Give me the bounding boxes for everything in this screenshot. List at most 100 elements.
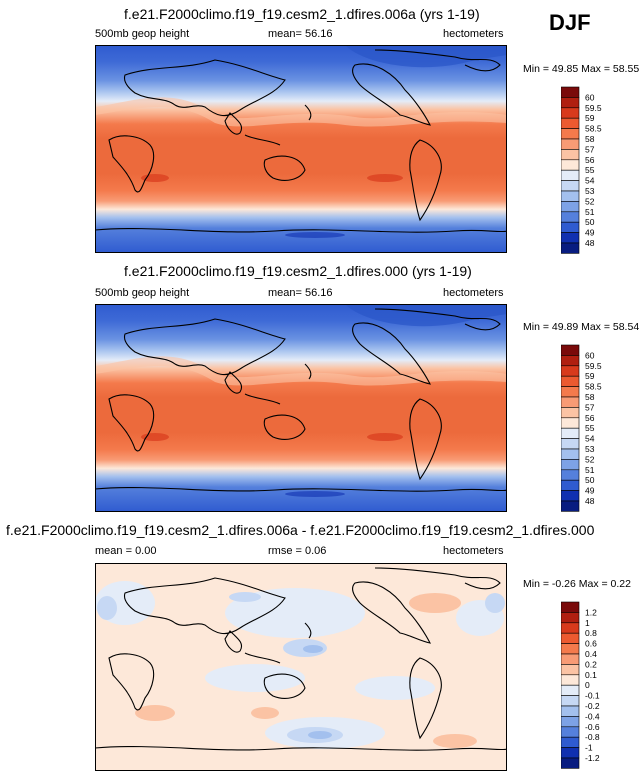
panel-1-colorbar-label: 51 — [585, 207, 595, 217]
panel-1-mean-value: 56.16 — [305, 28, 333, 40]
panel-3-colorbar-label: -0.6 — [585, 722, 600, 732]
panel-2-colorbar-swatch — [561, 365, 580, 377]
panel-1-minmax: Min = 49.85 Max = 58.55 — [523, 63, 640, 75]
panel-3-colorbar-swatch — [561, 632, 580, 644]
panel-2-colorbar-label: 58.5 — [585, 382, 602, 392]
panel-2-colorbar-label: 59 — [585, 371, 595, 381]
panel-1-colorbar-label: 55 — [585, 165, 595, 175]
panel-2-colorbar-swatch — [561, 375, 580, 387]
panel-3-colorbar-swatch — [561, 705, 580, 717]
panel-1-variable-label: 500mb geop height — [95, 28, 190, 40]
panel-2-colorbar-label: 55 — [585, 423, 595, 433]
season-label: DJF — [549, 10, 591, 35]
panel-1-map — [95, 45, 507, 253]
panel-1-colorbar-swatch — [561, 117, 580, 129]
panel-2-colorbar-swatch — [561, 448, 580, 460]
panel-1-contour-56 — [95, 97, 507, 127]
panel-1-colorbar-swatch — [561, 97, 580, 109]
panel-3-colorbar-swatch — [561, 736, 580, 748]
panel-1-frame — [95, 45, 507, 253]
panel-1-colorbar-label: 54 — [585, 176, 595, 186]
panel-2-colorbar-swatch — [561, 386, 580, 398]
panel-3-colorbar-label: -0.1 — [585, 691, 600, 701]
panel-1-colorbar-swatch — [561, 232, 580, 244]
panel-3-colorbar-swatch — [561, 726, 580, 738]
panel-1-colorbar-label: 49 — [585, 228, 595, 238]
panel-2-min-cell — [285, 491, 345, 497]
panel-1-colorbar-label: 52 — [585, 196, 595, 206]
panel-1-coastlines — [95, 49, 507, 233]
panel-3-title: f.e21.F2000climo.f19_f19.cesm2_1.dfires.… — [6, 522, 595, 538]
panel-2-frame — [95, 304, 507, 512]
panel-3-colorbar-label: 0.8 — [585, 628, 597, 638]
panel-3-pos-cell-4 — [433, 734, 477, 748]
panel-3-mean-label: mean = — [95, 545, 132, 557]
panel-3-colorbar-label: 1.2 — [585, 607, 597, 617]
panel-3-colorbar-swatch — [561, 601, 580, 613]
panel-1-colorbar-label: 59.5 — [585, 103, 602, 113]
panel-3-neg-cell-3 — [229, 592, 261, 602]
panel-2-mean-value: 56.16 — [305, 287, 333, 299]
panel-1-colorbar-label: 58.5 — [585, 124, 602, 134]
panel-3-colorbar-label: 0.2 — [585, 659, 597, 669]
panel-2-mean-label: mean= — [268, 287, 302, 299]
panel-1-colorbar-swatch — [561, 86, 580, 98]
panel-3-pos-cell-2 — [135, 705, 175, 721]
panel-2-colorbar-swatch — [561, 396, 580, 408]
panel-2-colorbar-swatch — [561, 427, 580, 439]
panel-3-neg-region-4 — [355, 676, 435, 700]
panel-3-colorbar-swatch — [561, 622, 580, 634]
panel-2-mean: mean= 56.16 — [268, 287, 333, 299]
panel-3-colorbar-label: 1 — [585, 618, 590, 628]
panel-2-colorbar-swatch — [561, 438, 580, 450]
panel-2-colorbar-label: 52 — [585, 454, 595, 464]
panel-3-rmse-value: 0.06 — [305, 545, 327, 557]
panel-3-pos-cell-3 — [251, 707, 279, 719]
panel-2-colorbar-label: 59.5 — [585, 361, 602, 371]
panel-1-colorbar-swatch — [561, 180, 580, 192]
panel-2-colorbar-swatch — [561, 344, 580, 356]
panel-1-mean: mean= 56.16 — [268, 28, 333, 40]
panel-2-colorbar-swatch — [561, 479, 580, 491]
panel-1-colorbar-swatch — [561, 221, 580, 233]
panel-3-colorbar-swatch — [561, 695, 580, 707]
panel-1-units: hectometers — [443, 28, 504, 40]
panel-3-colorbar-swatch — [561, 757, 580, 769]
panel-3-colorbar-label: -0.4 — [585, 711, 600, 721]
panel-2-colorbar-label: 54 — [585, 434, 595, 444]
panel-2-coastlines — [95, 308, 507, 492]
panel-3-mean: mean = 0.00 — [95, 545, 156, 557]
panel-3-colorbar-label: -1 — [585, 743, 593, 753]
panel-1-colorbar-label: 53 — [585, 186, 595, 196]
panel-3-rmse: rmse = 0.06 — [268, 545, 326, 557]
panel-3-colorbar-swatch — [561, 653, 580, 665]
panel-3-neg-region-3 — [205, 664, 305, 692]
panel-2-title: f.e21.F2000climo.f19_f19.cesm2_1.dfires.… — [124, 263, 472, 279]
panel-2-colorbar-label: 56 — [585, 413, 595, 423]
panel-2-colorbar-label: 50 — [585, 475, 595, 485]
panel-1-colorbar-label: 48 — [585, 238, 595, 248]
panel-2-colorbar-label: 58 — [585, 392, 595, 402]
panel-1-colorbar-swatch — [561, 190, 580, 202]
panel-3-neg-region-2 — [225, 588, 365, 638]
panel-2-colorbar-swatch — [561, 490, 580, 502]
panel-2-colorbar-swatch — [561, 469, 580, 481]
panel-2-colorbar-swatch — [561, 355, 580, 367]
panel-2-map — [95, 304, 507, 512]
panel-3-colorbar-label: -1.2 — [585, 753, 600, 763]
panel-3-colorbar-label: -0.2 — [585, 701, 600, 711]
panel-2-colorbar-label: 53 — [585, 444, 595, 454]
panel-3-rmse-label: rmse = — [268, 545, 302, 557]
panel-2-minmax: Min = 49.89 Max = 58.54 — [523, 321, 640, 333]
panel-1-colorbar-label: 50 — [585, 217, 595, 227]
panel-2-max-cell-b — [367, 433, 403, 441]
panel-2-contour-56 — [95, 356, 507, 386]
panel-1-colorbar-swatch — [561, 242, 580, 254]
panel-1-field — [95, 45, 507, 253]
panel-1-colorbar-label: 60 — [585, 92, 595, 102]
panel-2-colorbar-label: 60 — [585, 350, 595, 360]
panel-3-neg-core-1 — [303, 645, 323, 653]
panel-3-colorbar-swatch — [561, 674, 580, 686]
